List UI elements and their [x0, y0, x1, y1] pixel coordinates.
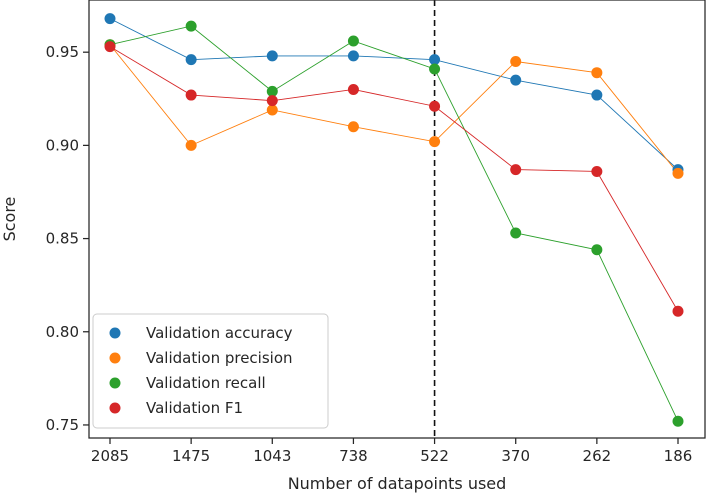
y-tick-label: 0.80 [46, 323, 79, 341]
legend-marker [109, 402, 121, 414]
legend-label: Validation accuracy [146, 324, 293, 342]
data-point [672, 167, 684, 179]
legend-label: Validation F1 [146, 399, 243, 417]
data-point [347, 121, 359, 133]
data-point [347, 50, 359, 62]
x-tick-label: 1043 [253, 447, 291, 465]
data-point [104, 41, 116, 53]
legend-box [92, 313, 329, 429]
data-point [429, 100, 441, 112]
y-tick-label: 0.90 [46, 136, 79, 154]
data-point [672, 415, 684, 427]
data-point [591, 67, 603, 79]
series-line [109, 46, 679, 312]
data-point [266, 95, 278, 107]
series-line [109, 25, 679, 422]
data-point [591, 89, 603, 101]
data-point [185, 20, 197, 32]
y-tick-label: 0.85 [46, 230, 79, 248]
x-tick-label: 1475 [172, 447, 210, 465]
legend-marker [109, 352, 121, 364]
data-point [510, 74, 522, 86]
data-point [185, 139, 197, 151]
x-tick-label: 738 [339, 447, 368, 465]
data-point [510, 227, 522, 239]
x-axis-label: Number of datapoints used [288, 474, 507, 493]
x-tick-label: 370 [501, 447, 530, 465]
data-point [266, 50, 278, 62]
data-point [429, 136, 441, 148]
series-layer [104, 13, 684, 427]
data-point [104, 13, 116, 25]
x-axis: 2085 1475 1043 738 522 370 262 186 [91, 438, 692, 465]
data-point [672, 305, 684, 317]
x-tick-label: 186 [664, 447, 693, 465]
data-point [510, 56, 522, 68]
data-point [591, 165, 603, 177]
legend-label: Validation precision [146, 349, 293, 367]
data-point [185, 54, 197, 66]
legend-marker [109, 377, 121, 389]
y-tick-label: 0.95 [46, 43, 79, 61]
y-axis-label: Score [0, 197, 19, 242]
legend-label: Validation recall [146, 374, 266, 392]
y-tick-label: 0.75 [46, 416, 79, 434]
x-tick-label: 522 [420, 447, 449, 465]
series-line [109, 18, 679, 170]
data-point [510, 164, 522, 176]
data-point [429, 54, 441, 66]
data-point [591, 244, 603, 256]
legend: Validation accuracy Validation precision V… [92, 313, 329, 429]
y-axis: 0.75 0.80 0.85 0.90 0.95 [46, 43, 89, 434]
x-tick-label: 2085 [91, 447, 129, 465]
data-point [266, 85, 278, 97]
data-point [429, 63, 441, 75]
data-point [347, 35, 359, 47]
data-point [266, 104, 278, 116]
data-point [185, 89, 197, 101]
plot-frame [88, 0, 706, 439]
data-point [347, 83, 359, 95]
x-tick-label: 262 [583, 447, 612, 465]
legend-marker [109, 327, 121, 339]
series-line [109, 44, 679, 174]
